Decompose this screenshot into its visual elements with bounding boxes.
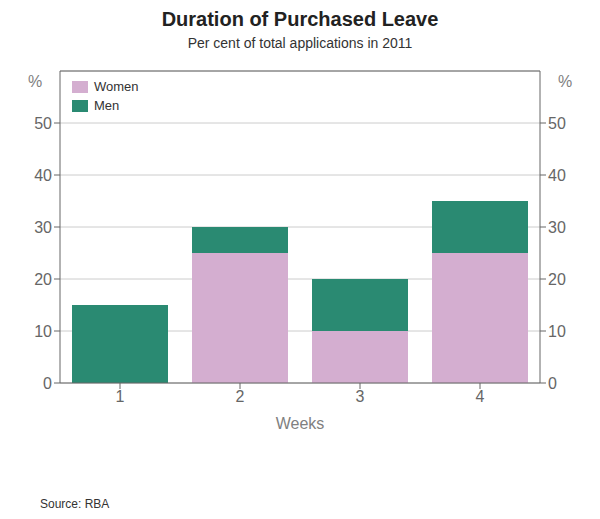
svg-text:50: 50 [548,115,566,132]
svg-text:20: 20 [548,271,566,288]
svg-text:Weeks: Weeks [276,415,325,432]
svg-text:3: 3 [356,388,365,405]
svg-text:0: 0 [43,375,52,392]
svg-text:0: 0 [548,375,557,392]
html-text:Men: Men [94,98,120,113]
html-text:Duration of Purchased Leave: Duration of Purchased Leave [161,8,439,30]
svg-text:30: 30 [34,219,52,236]
svg-text:50: 50 [34,115,52,132]
html-text:Women: Women [94,79,139,94]
svg-text:4: 4 [476,388,485,405]
svg-text:20: 20 [34,271,52,288]
svg-text:10: 10 [548,323,566,340]
html-text:Source: RBA: Source: RBA [40,497,110,511]
svg-text:%: % [28,73,42,90]
html-text:Per cent of total applications: Per cent of total applications in 2011 [187,35,413,51]
svg-text:40: 40 [34,167,52,184]
svg-text:1: 1 [116,388,125,405]
svg-text:30: 30 [548,219,566,236]
svg-text:40: 40 [548,167,566,184]
svg-text:%: % [558,73,572,90]
svg-text:10: 10 [34,323,52,340]
svg-text:2: 2 [236,388,245,405]
